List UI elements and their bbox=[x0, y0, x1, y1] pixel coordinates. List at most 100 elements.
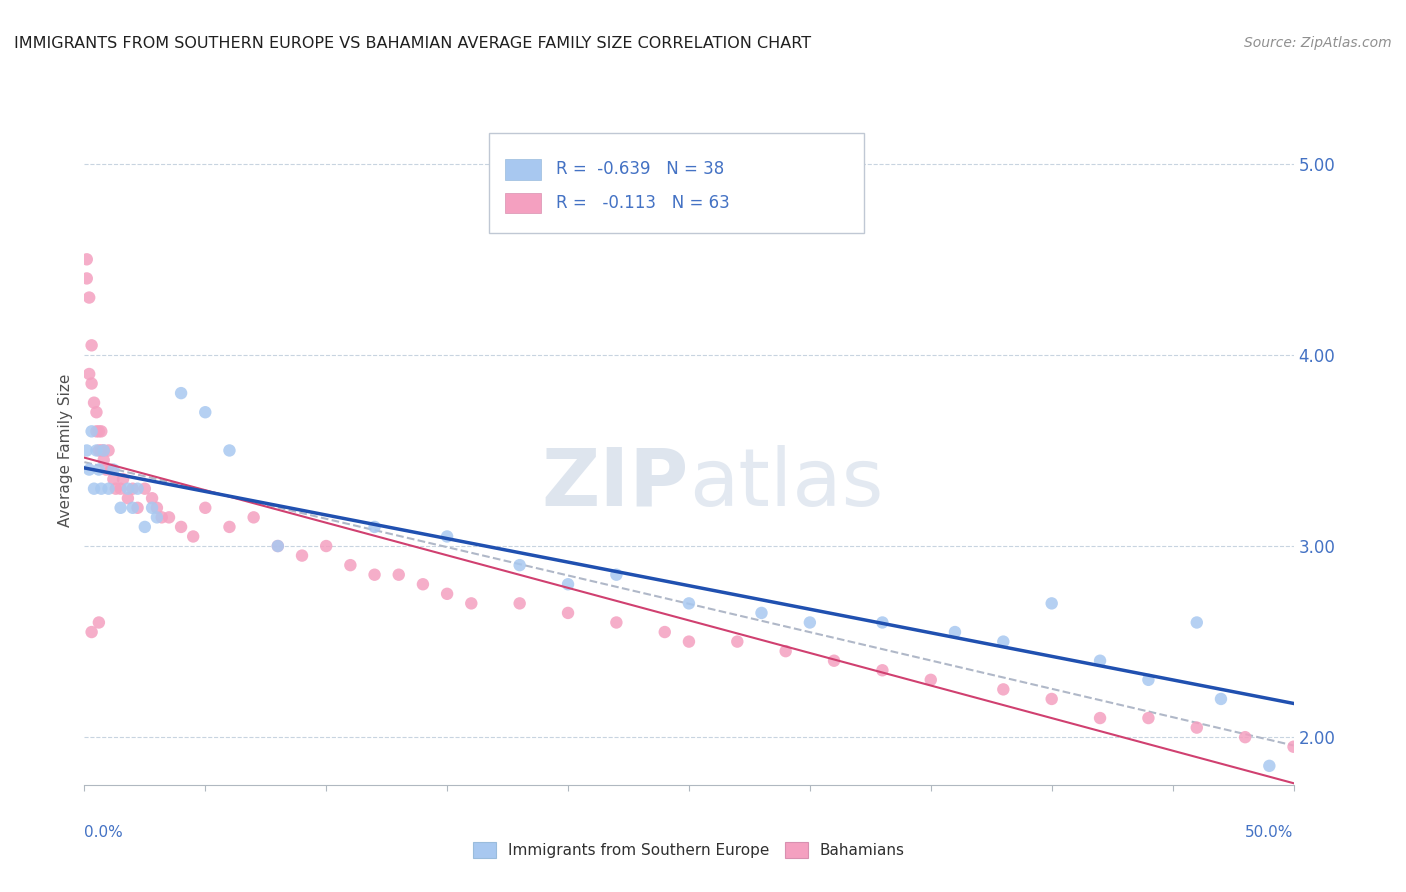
Point bbox=[121, 500, 143, 515]
Point bbox=[146, 500, 169, 515]
Text: 50.0%: 50.0% bbox=[1246, 825, 1294, 840]
Text: R =  -0.639   N = 38: R = -0.639 N = 38 bbox=[555, 161, 724, 178]
Point bbox=[80, 425, 103, 439]
Point bbox=[117, 491, 139, 506]
Point bbox=[412, 577, 434, 591]
Text: 0.0%: 0.0% bbox=[84, 825, 124, 840]
Text: atlas: atlas bbox=[689, 445, 883, 523]
Point bbox=[388, 567, 411, 582]
Point bbox=[1258, 759, 1281, 773]
Point bbox=[87, 462, 110, 476]
Point bbox=[103, 472, 125, 486]
Point bbox=[872, 663, 894, 677]
Point bbox=[460, 596, 482, 610]
Point bbox=[1137, 673, 1160, 687]
Y-axis label: Average Family Size: Average Family Size bbox=[58, 374, 73, 527]
Point bbox=[654, 625, 676, 640]
Point bbox=[993, 682, 1015, 697]
Point bbox=[97, 482, 120, 496]
Point bbox=[509, 558, 531, 573]
Point bbox=[90, 425, 112, 439]
Point bbox=[76, 443, 98, 458]
Point bbox=[87, 443, 110, 458]
Point bbox=[775, 644, 797, 658]
Point bbox=[110, 500, 132, 515]
Point bbox=[1088, 711, 1111, 725]
Point bbox=[93, 443, 115, 458]
Point bbox=[103, 462, 125, 476]
Point bbox=[83, 482, 105, 496]
Point bbox=[557, 577, 579, 591]
Point bbox=[100, 462, 122, 476]
Point bbox=[87, 425, 110, 439]
Point bbox=[127, 482, 149, 496]
Point bbox=[218, 443, 240, 458]
Point bbox=[436, 529, 458, 543]
Point bbox=[77, 291, 100, 305]
Point bbox=[170, 386, 193, 401]
Point bbox=[90, 443, 112, 458]
Point bbox=[86, 443, 108, 458]
Point bbox=[80, 338, 103, 352]
Point bbox=[557, 606, 579, 620]
Point bbox=[93, 453, 115, 467]
Point bbox=[943, 625, 966, 640]
Point bbox=[170, 520, 193, 534]
Point bbox=[1088, 654, 1111, 668]
Point bbox=[110, 482, 132, 496]
Point bbox=[363, 520, 385, 534]
Point bbox=[80, 625, 103, 640]
Point bbox=[993, 634, 1015, 648]
Point bbox=[823, 654, 845, 668]
Point bbox=[267, 539, 290, 553]
Text: IMMIGRANTS FROM SOUTHERN EUROPE VS BAHAMIAN AVERAGE FAMILY SIZE CORRELATION CHAR: IMMIGRANTS FROM SOUTHERN EUROPE VS BAHAM… bbox=[14, 36, 811, 51]
Point bbox=[1185, 721, 1208, 735]
Point bbox=[509, 596, 531, 610]
Point bbox=[127, 500, 149, 515]
Point bbox=[872, 615, 894, 630]
Point bbox=[86, 405, 108, 419]
Point bbox=[315, 539, 337, 553]
Point bbox=[181, 529, 204, 543]
Text: R =   -0.113   N = 63: R = -0.113 N = 63 bbox=[555, 194, 730, 212]
Point bbox=[194, 405, 217, 419]
Point bbox=[799, 615, 821, 630]
Point bbox=[678, 634, 700, 648]
Legend: Immigrants from Southern Europe, Bahamians: Immigrants from Southern Europe, Bahamia… bbox=[467, 836, 911, 864]
Point bbox=[218, 520, 240, 534]
Point bbox=[134, 520, 156, 534]
Text: Source: ZipAtlas.com: Source: ZipAtlas.com bbox=[1244, 36, 1392, 50]
Point bbox=[90, 482, 112, 496]
FancyBboxPatch shape bbox=[505, 193, 541, 213]
Point bbox=[104, 482, 127, 496]
Point bbox=[112, 472, 135, 486]
Point bbox=[76, 271, 98, 285]
Point bbox=[605, 567, 627, 582]
Point bbox=[1137, 711, 1160, 725]
Point bbox=[141, 491, 163, 506]
Point bbox=[194, 500, 217, 515]
Point bbox=[117, 482, 139, 496]
Point bbox=[678, 596, 700, 610]
Point bbox=[76, 252, 98, 267]
Point bbox=[97, 443, 120, 458]
Point bbox=[157, 510, 180, 524]
Point bbox=[1209, 692, 1232, 706]
Point bbox=[94, 462, 117, 476]
Point bbox=[134, 482, 156, 496]
Point bbox=[267, 539, 290, 553]
Point bbox=[77, 462, 100, 476]
Point bbox=[920, 673, 942, 687]
Point bbox=[1040, 596, 1063, 610]
Point bbox=[242, 510, 264, 524]
Point bbox=[121, 482, 143, 496]
Point bbox=[436, 587, 458, 601]
Point bbox=[86, 425, 108, 439]
Text: ZIP: ZIP bbox=[541, 445, 689, 523]
Point bbox=[80, 376, 103, 391]
Point bbox=[725, 634, 748, 648]
Point bbox=[339, 558, 361, 573]
Point bbox=[1234, 730, 1257, 744]
FancyBboxPatch shape bbox=[505, 160, 541, 179]
Point bbox=[1282, 739, 1305, 754]
